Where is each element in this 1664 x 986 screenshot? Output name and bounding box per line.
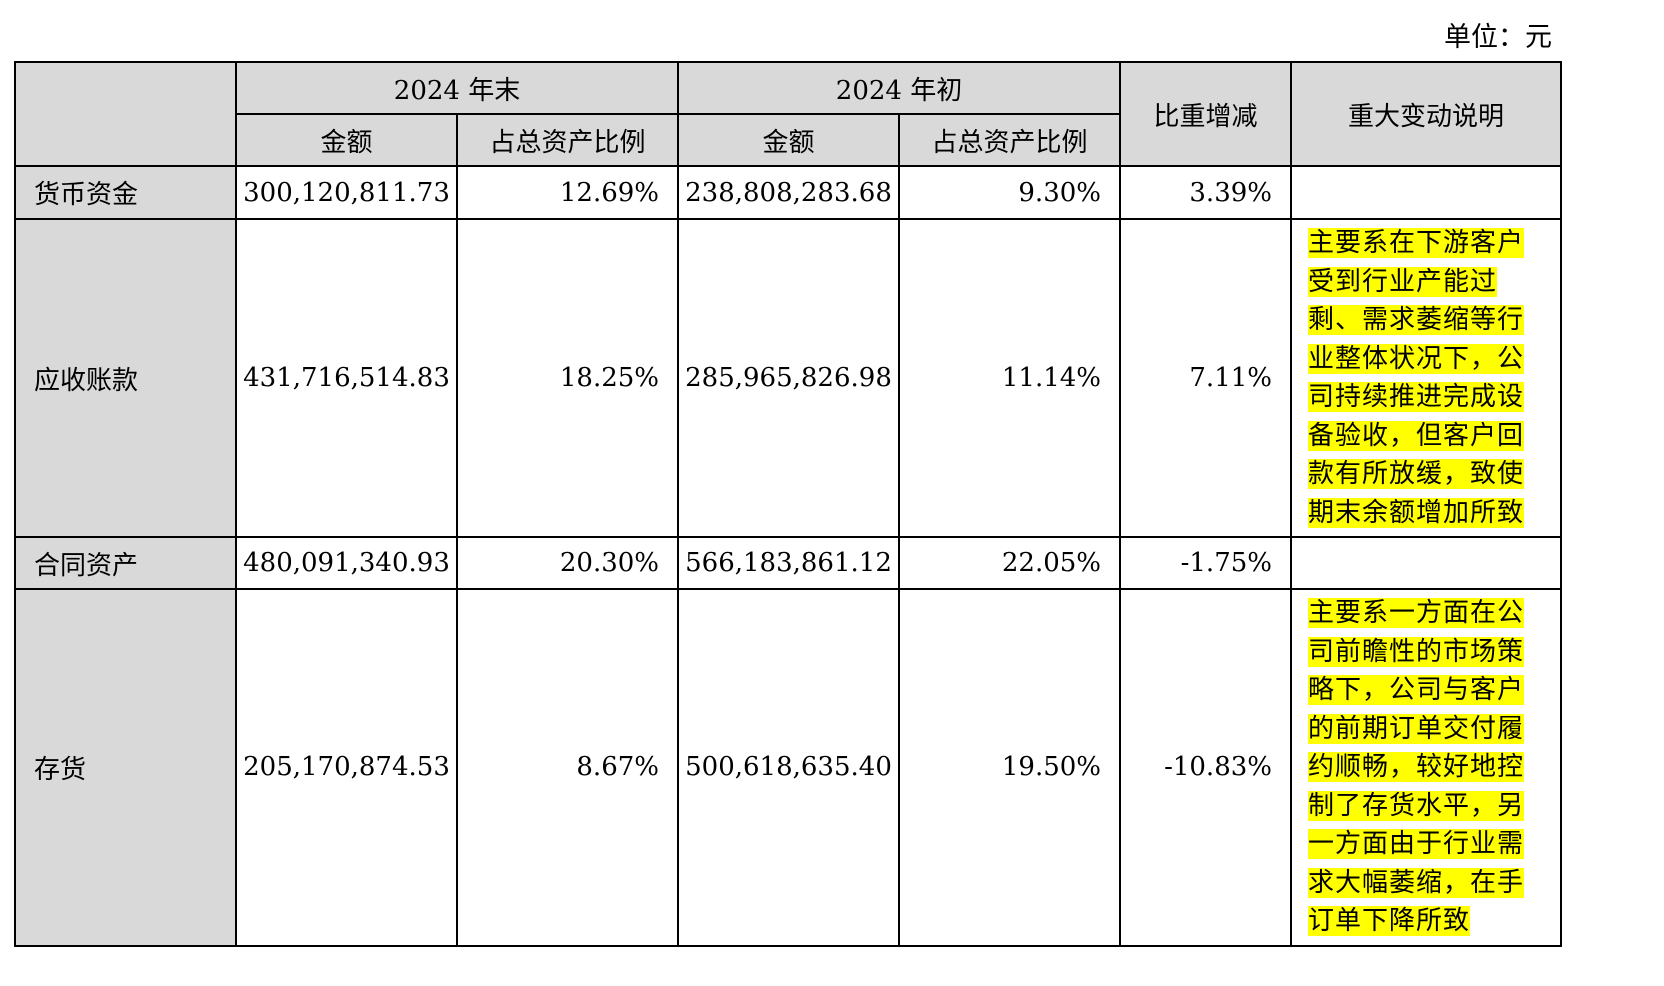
unit-label: 单位：元 [1444, 22, 1552, 53]
row-label: 合同资产 [14, 536, 237, 590]
start-amount-cell: 566,183,861.12 [677, 536, 900, 590]
row-label: 存货 [14, 588, 237, 947]
start-ratio-cell: 9.30% [898, 165, 1121, 220]
end-amount-cell: 205,170,874.53 [235, 588, 458, 947]
change-cell: -10.83% [1119, 588, 1292, 947]
end-amount-cell: 300,120,811.73 [235, 165, 458, 220]
start-ratio-cell: 19.50% [898, 588, 1121, 947]
table-row: 合同资产 480,091,340.93 20.30% 566,183,861.1… [14, 536, 1562, 590]
note-cell: 主要系一方面在公司前瞻性的市场策略下，公司与客户的前期订单交付履约顺畅，较好地控… [1290, 588, 1562, 947]
table-row: 应收账款 431,716,514.83 18.25% 285,965,826.9… [14, 218, 1562, 538]
start-amount-cell: 500,618,635.40 [677, 588, 900, 947]
note-text: 主要系在下游客户受到行业产能过剩、需求萎缩等行业整体状况下，公司持续推进完成设备… [1308, 228, 1525, 528]
asset-table: 2024 年末 2024 年初 比重增减 重大变动说明 金额 占总资产比例 金额… [14, 61, 1562, 947]
end-ratio-cell: 8.67% [456, 588, 679, 947]
note-cell: 主要系在下游客户受到行业产能过剩、需求萎缩等行业整体状况下，公司持续推进完成设备… [1290, 218, 1562, 538]
header-end-amount: 金额 [235, 113, 458, 167]
header-row-1: 2024 年末 2024 年初 比重增减 重大变动说明 [14, 61, 1562, 167]
row-label: 货币资金 [14, 165, 237, 220]
start-amount-cell: 238,808,283.68 [677, 165, 900, 220]
header-year-start: 2024 年初 [677, 61, 1121, 115]
change-cell: 3.39% [1119, 165, 1292, 220]
end-amount-cell: 480,091,340.93 [235, 536, 458, 590]
end-ratio-cell: 20.30% [456, 536, 679, 590]
change-cell: 7.11% [1119, 218, 1292, 538]
table-row: 货币资金 300,120,811.73 12.69% 238,808,283.6… [14, 165, 1562, 220]
header-start-amount: 金额 [677, 113, 900, 167]
header-blank-cell [14, 61, 237, 167]
row-label: 应收账款 [14, 218, 237, 538]
end-ratio-cell: 18.25% [456, 218, 679, 538]
table-row: 存货 205,170,874.53 8.67% 500,618,635.40 1… [14, 588, 1562, 947]
note-cell [1290, 536, 1562, 590]
header-change: 比重增减 [1119, 61, 1292, 167]
note-text: 主要系一方面在公司前瞻性的市场策略下，公司与客户的前期订单交付履约顺畅，较好地控… [1308, 598, 1525, 936]
header-note: 重大变动说明 [1290, 61, 1562, 167]
start-ratio-cell: 11.14% [898, 218, 1121, 538]
note-cell [1290, 165, 1562, 220]
start-ratio-cell: 22.05% [898, 536, 1121, 590]
change-cell: -1.75% [1119, 536, 1292, 590]
header-end-ratio: 占总资产比例 [456, 113, 679, 167]
header-year-end: 2024 年末 [235, 61, 679, 115]
end-amount-cell: 431,716,514.83 [235, 218, 458, 538]
end-ratio-cell: 12.69% [456, 165, 679, 220]
header-row-2: 金额 占总资产比例 金额 占总资产比例 [15, 113, 1561, 167]
header-start-ratio: 占总资产比例 [898, 113, 1121, 167]
start-amount-cell: 285,965,826.98 [677, 218, 900, 538]
